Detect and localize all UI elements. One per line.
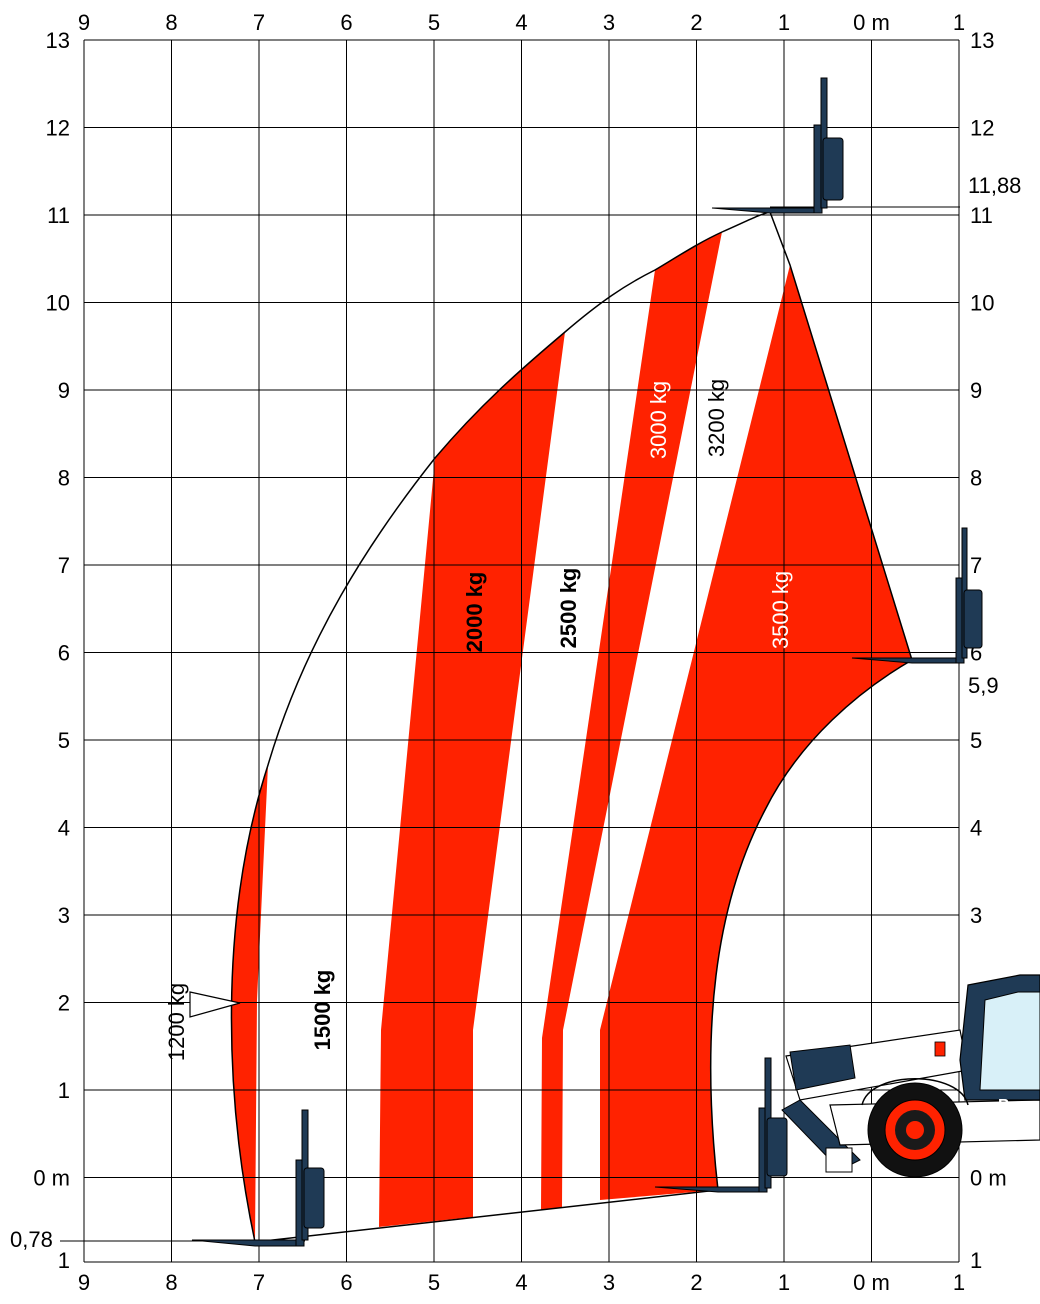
left-tick-label: 1 — [58, 1248, 70, 1273]
right-tick-label: 3 — [970, 903, 982, 928]
bottom-tick-label: 3 — [603, 1270, 615, 1295]
pointer-triangle-icon — [189, 991, 241, 1018]
right-tick-label: 0 m — [970, 1166, 1007, 1191]
bottom-tick-label: 6 — [340, 1270, 352, 1295]
dim-078-label: 0,78 — [10, 1227, 53, 1252]
dim-1188-label: 11,88 — [968, 173, 1021, 198]
top-tick-label: 2 — [690, 10, 702, 35]
bottom-tick-label: 7 — [253, 1270, 265, 1295]
right-tick-label: 7 — [970, 553, 982, 578]
right-tick-label: 13 — [970, 28, 994, 53]
right-tick-label: 11 — [970, 203, 993, 228]
bottom-tick-label: 2 — [690, 1270, 702, 1295]
fork-bottom — [654, 1057, 788, 1193]
bottom-tick-label: 1 — [953, 1270, 965, 1295]
grid — [83, 39, 960, 1263]
left-tick-label: 4 — [58, 816, 70, 841]
bottom-tick-label: 1 — [778, 1270, 790, 1295]
right-tick-label: 4 — [970, 816, 982, 841]
left-tick-label: 7 — [58, 553, 70, 578]
dimension-labels: 0,78 11,88 5,9 — [10, 173, 1021, 1252]
label-3500kg: 3500 kg — [768, 571, 793, 649]
left-tick-label: 10 — [46, 291, 70, 316]
left-tick-label: 0 m — [33, 1166, 70, 1191]
left-tick-label: 1 — [58, 1078, 70, 1103]
zone-3500kg — [600, 265, 912, 1200]
top-tick-label: 6 — [340, 10, 352, 35]
left-tick-label: 2 — [58, 991, 70, 1016]
right-tick-label: 9 — [970, 378, 982, 403]
top-tick-label: 9 — [78, 10, 90, 35]
label-2000kg: 2000 kg — [462, 572, 487, 653]
zone-2000kg — [379, 332, 565, 1227]
right-tick-label: 10 — [970, 291, 994, 316]
bottom-tick-label: 0 m — [853, 1270, 890, 1295]
label-3200kg: 3200 kg — [704, 379, 729, 457]
dim-59-label: 5,9 — [968, 673, 999, 698]
zone-labels: 1200 kg 1500 kg 2000 kg 2500 kg 3000 kg … — [164, 379, 793, 1061]
left-tick-label: 12 — [46, 116, 70, 141]
load-zones — [230, 211, 913, 1243]
top-tick-label: 3 — [603, 10, 615, 35]
bottom-tick-label: 4 — [515, 1270, 527, 1295]
zone-3000kg — [541, 232, 722, 1210]
bottom-tick-label: 9 — [78, 1270, 90, 1295]
top-tick-label: 8 — [165, 10, 177, 35]
top-tick-label: 5 — [428, 10, 440, 35]
bottom-tick-label: 8 — [165, 1270, 177, 1295]
bottom-tick-label: 5 — [428, 1270, 440, 1295]
envelope-outline — [230, 211, 913, 1243]
left-tick-label: 13 — [46, 28, 70, 53]
top-tick-label: 1 — [953, 10, 965, 35]
top-tick-label: 1 — [778, 10, 790, 35]
machine-brand-fragment: B — [998, 1097, 1010, 1114]
label-1500kg: 1500 kg — [310, 970, 335, 1051]
label-2500kg: 2500 kg — [556, 568, 581, 649]
left-tick-label: 8 — [58, 466, 70, 491]
top-tick-label: 4 — [515, 10, 527, 35]
right-tick-label: 12 — [970, 116, 994, 141]
fork-right — [851, 527, 983, 664]
top-tick-label: 7 — [253, 10, 265, 35]
label-1200kg: 1200 kg — [164, 983, 189, 1061]
left-tick-label: 6 — [58, 641, 70, 666]
left-tick-label: 5 — [58, 728, 70, 753]
telehandler-machine: B — [781, 974, 1040, 1178]
top-tick-label: 0 m — [853, 10, 890, 35]
fork-bottom-left — [191, 1109, 325, 1247]
right-tick-label: 8 — [970, 466, 982, 491]
fork-top — [711, 77, 844, 214]
left-tick-label: 3 — [58, 903, 70, 928]
right-tick-label: 5 — [970, 728, 982, 753]
left-tick-label: 9 — [58, 378, 70, 403]
left-tick-label: 11 — [47, 203, 70, 228]
label-3000kg: 3000 kg — [646, 381, 671, 459]
right-tick-label: 1 — [970, 1248, 982, 1273]
